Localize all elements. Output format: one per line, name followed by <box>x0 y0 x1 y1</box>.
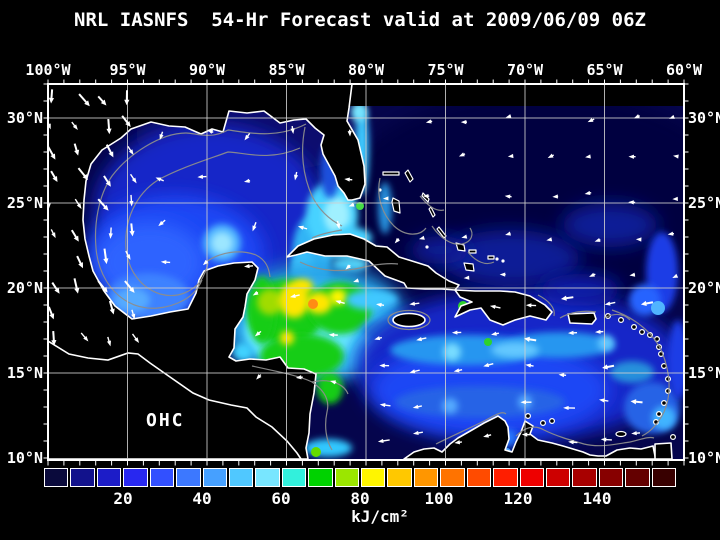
colorbar-cell <box>281 468 307 487</box>
lon-axis-label: 90°W <box>188 61 226 79</box>
lon-axis-label: 100°W <box>25 61 71 79</box>
colorbar-tick-label: 80 <box>350 489 370 508</box>
lon-axis-label: 85°W <box>268 61 305 79</box>
lat-axis-label-left: 30°N <box>6 109 43 127</box>
colorbar-cell <box>361 468 386 487</box>
colorbar-cell <box>123 468 148 487</box>
colorbar-cell <box>413 468 439 487</box>
ohc-label: OHC <box>146 410 185 431</box>
colorbar-cell <box>440 468 465 487</box>
lon-axis-label: 75°W <box>427 61 464 79</box>
colorbar <box>44 468 677 487</box>
colorbar-cell <box>96 468 122 487</box>
lat-axis-label-right: 20°N <box>688 279 720 297</box>
colorbar-cell <box>255 468 280 487</box>
colorbar-cell <box>202 468 227 487</box>
lat-axis-label-right: 10°N <box>688 449 720 467</box>
lat-axis-label-right: 15°N <box>688 364 720 382</box>
page-title: NRL IASNFS 54-Hr Forecast valid at 2009/… <box>74 9 646 31</box>
colorbar-cell <box>308 468 333 487</box>
colorbar-cell <box>572 468 597 487</box>
colorbar-cell <box>387 468 412 487</box>
lat-axis-label-left: 25°N <box>6 194 43 212</box>
lat-axis-label-left: 20°N <box>6 279 43 297</box>
colorbar-cell <box>651 468 677 487</box>
lon-axis-label: 70°W <box>506 61 544 79</box>
colorbar-cell <box>625 468 650 487</box>
colorbar-cell <box>519 468 545 487</box>
colorbar-tick-label: 140 <box>582 489 612 508</box>
colorbar-cell <box>598 468 624 487</box>
colorbar-tick-label: 40 <box>192 489 212 508</box>
lat-axis-label-right: 25°N <box>688 194 720 212</box>
colorbar-cell <box>44 468 69 487</box>
lat-axis-label-left: 10°N <box>6 449 43 467</box>
lat-axis-label-right: 30°N <box>688 109 720 127</box>
lon-axis-label: 80°W <box>347 61 385 79</box>
lon-axis-label: 65°W <box>586 61 623 79</box>
colorbar-cell <box>493 468 518 487</box>
colorbar-tick-label: 100 <box>424 489 454 508</box>
lon-axis-label: 60°W <box>665 61 703 79</box>
colorbar-tick-label: 60 <box>271 489 291 508</box>
colorbar-tick-label: 20 <box>113 489 133 508</box>
colorbar-cell <box>176 468 201 487</box>
lon-axis-label: 95°W <box>109 61 146 79</box>
colorbar-tick-label: 120 <box>503 489 533 508</box>
colorbar-cell <box>228 468 254 487</box>
colorbar-cell <box>70 468 95 487</box>
colorbar-cell <box>334 468 360 487</box>
colorbar-cell <box>466 468 492 487</box>
lat-axis-label-left: 15°N <box>6 364 43 382</box>
colorbar-unit-label: kJ/cm² <box>351 507 409 526</box>
colorbar-cell <box>149 468 175 487</box>
colorbar-cell <box>546 468 571 487</box>
